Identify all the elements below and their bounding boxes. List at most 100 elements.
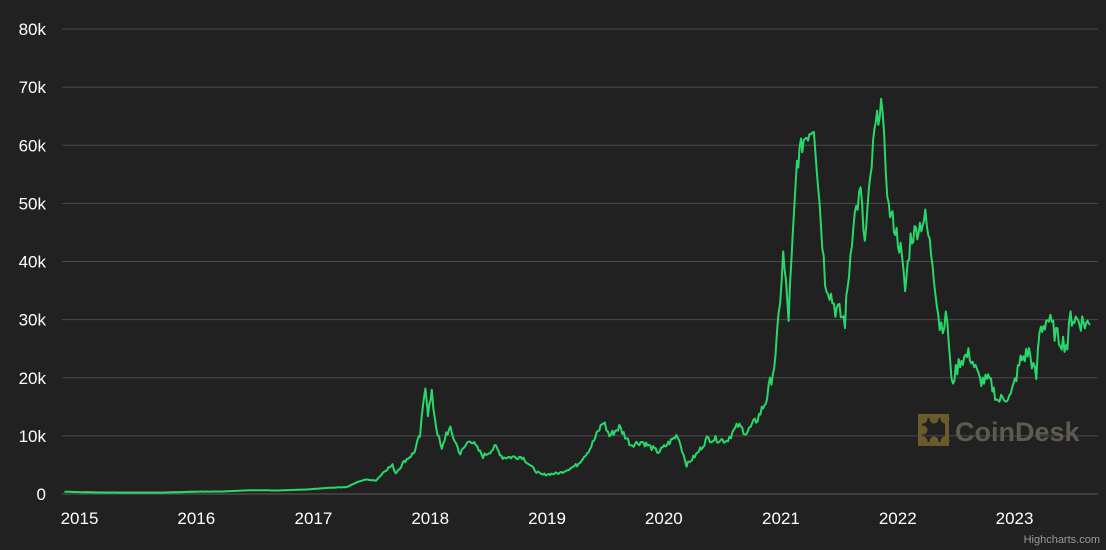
data-point (602, 420, 604, 422)
data-point (391, 465, 393, 467)
data-point (1047, 317, 1049, 319)
data-point (413, 452, 415, 454)
data-point (630, 444, 632, 446)
data-point (375, 480, 377, 482)
x-tick-label: 2022 (879, 509, 917, 528)
data-point (278, 489, 280, 491)
data-point (365, 478, 367, 480)
data-point (449, 429, 451, 431)
data-point (1010, 395, 1012, 397)
data-point (677, 434, 679, 436)
data-point (431, 394, 433, 396)
data-point (427, 412, 429, 414)
data-point (757, 417, 759, 419)
y-tick-label: 20k (19, 369, 47, 388)
data-point (422, 406, 424, 408)
data-point (880, 101, 882, 103)
data-point (939, 324, 941, 326)
data-point (424, 382, 426, 384)
coindesk-watermark-text: CoinDesk (955, 417, 1081, 447)
y-tick-label: 60k (19, 136, 47, 155)
data-point (716, 438, 718, 440)
data-point (1039, 330, 1041, 332)
data-point (959, 359, 961, 361)
coindesk-watermark: CoinDesk (918, 414, 1081, 447)
data-point (495, 446, 497, 448)
data-point (63, 491, 65, 493)
data-point (534, 470, 536, 472)
data-point (696, 452, 698, 454)
data-point (1076, 319, 1078, 321)
data-point (541, 474, 543, 476)
data-point (788, 316, 790, 318)
x-axis-tick-labels: 2015 2016 2017 2018 2019 2020 2021 2022 2023 (61, 509, 1034, 528)
data-point (765, 400, 767, 402)
data-point (641, 441, 643, 443)
data-point (726, 440, 728, 442)
data-point (1087, 323, 1089, 325)
data-point (860, 191, 862, 193)
data-point (737, 424, 739, 426)
data-point (686, 464, 688, 466)
data-point (559, 472, 561, 474)
data-point (327, 487, 329, 489)
data-point (346, 486, 348, 488)
price-series-line (64, 97, 1091, 494)
data-point (904, 290, 906, 292)
data-point (852, 220, 854, 222)
data-point (873, 133, 875, 135)
data-point (419, 435, 421, 437)
data-point (1066, 345, 1068, 347)
x-tick-label: 2020 (645, 509, 683, 528)
x-tick-label: 2016 (177, 509, 215, 528)
y-axis-tick-labels: 0 10k 20k 30k 40k 50k 60k 70k 80k (19, 20, 47, 504)
data-point (200, 491, 202, 493)
data-point (469, 438, 471, 440)
data-point (946, 319, 948, 321)
data-point (180, 491, 182, 493)
x-tick-label: 2019 (528, 509, 566, 528)
data-point (131, 492, 133, 494)
data-point (782, 255, 784, 257)
highcharts-credit[interactable]: Highcharts.com (1024, 534, 1100, 546)
data-point (1002, 397, 1004, 399)
data-point (796, 162, 798, 164)
data-point (441, 449, 443, 451)
data-point (997, 400, 999, 402)
data-point (893, 223, 895, 225)
data-point (900, 249, 902, 251)
y-tick-label: 70k (19, 78, 47, 97)
y-tick-label: 40k (19, 253, 47, 272)
data-point (1020, 359, 1022, 361)
data-point (589, 448, 591, 450)
data-point (576, 464, 578, 466)
data-point (864, 243, 866, 245)
data-point (667, 442, 669, 444)
data-point (813, 124, 815, 126)
y-tick-label: 80k (19, 20, 47, 39)
coindesk-logo-icon (918, 414, 950, 446)
data-point (395, 472, 397, 474)
data-point (102, 491, 104, 493)
data-point (307, 488, 309, 490)
data-point (745, 432, 747, 434)
y-tick-label: 10k (19, 427, 47, 446)
data-point (521, 456, 523, 458)
y-tick-label: 0 (37, 485, 46, 504)
data-point (888, 208, 890, 210)
data-point (435, 426, 437, 428)
data-point (385, 469, 387, 471)
data-point (1089, 324, 1091, 326)
data-point (219, 491, 221, 493)
data-point (657, 451, 659, 453)
x-tick-label: 2021 (762, 509, 800, 528)
data-point (445, 432, 447, 434)
y-gridlines (62, 28, 1098, 495)
data-point (608, 435, 610, 437)
data-point (932, 261, 934, 263)
data-point (969, 354, 971, 356)
y-tick-label: 30k (19, 311, 47, 330)
data-point (502, 456, 504, 458)
y-tick-label: 50k (19, 194, 47, 213)
